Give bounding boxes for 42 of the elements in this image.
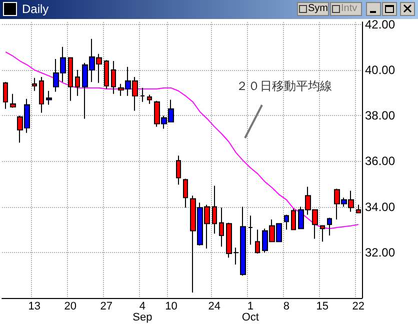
y-tick-label: 42.00 [365, 17, 396, 32]
y-tick-label: 38.00 [365, 108, 396, 123]
candlestick [327, 217, 332, 236]
x-tick-label: 1 Oct [242, 300, 259, 324]
x-tick-label: 22 [352, 300, 365, 312]
y-tick-label: 36.00 [365, 154, 396, 168]
candlestick [111, 60, 116, 94]
candlestick [212, 185, 217, 234]
x-tick-label: 10 [165, 300, 178, 312]
candlestick [75, 69, 80, 96]
candlestick [140, 87, 145, 102]
candlestick [104, 60, 109, 90]
text: Sym [297, 2, 329, 16]
candlestick [68, 57, 73, 102]
x-tick-label: 8 [283, 300, 290, 312]
candlestick [255, 229, 260, 254]
chart-title: Daily [22, 2, 49, 16]
candlestick [219, 207, 224, 248]
candlestick [10, 93, 16, 108]
candlestick [320, 225, 325, 242]
y-tick-label: 34.00 [365, 200, 396, 214]
x-tick-label: 20 [64, 300, 77, 312]
x-tick-label: 24 [208, 300, 221, 312]
candlestick [32, 77, 37, 92]
x-tick-label: 15 [316, 300, 329, 312]
candlestick [291, 208, 296, 230]
candlestick [46, 90, 52, 106]
x-tick-label: 4 Sep [132, 300, 152, 324]
candlestick [176, 155, 181, 186]
line-series [5, 51, 359, 230]
candlestick [284, 214, 289, 230]
candlestick [248, 215, 253, 246]
text: Intv [330, 2, 362, 16]
candlestick [3, 81, 8, 110]
y-tick-label: 40.00 [365, 62, 396, 77]
x-tick-label: 27 [100, 300, 113, 312]
x-tick-label: 13 [28, 300, 41, 312]
annotation: ２０日移動平均線 [236, 79, 332, 93]
candlestick [39, 76, 44, 114]
y-tick-label: 32.00 [365, 245, 396, 260]
candlestick [147, 94, 152, 104]
candlestick [183, 178, 188, 208]
